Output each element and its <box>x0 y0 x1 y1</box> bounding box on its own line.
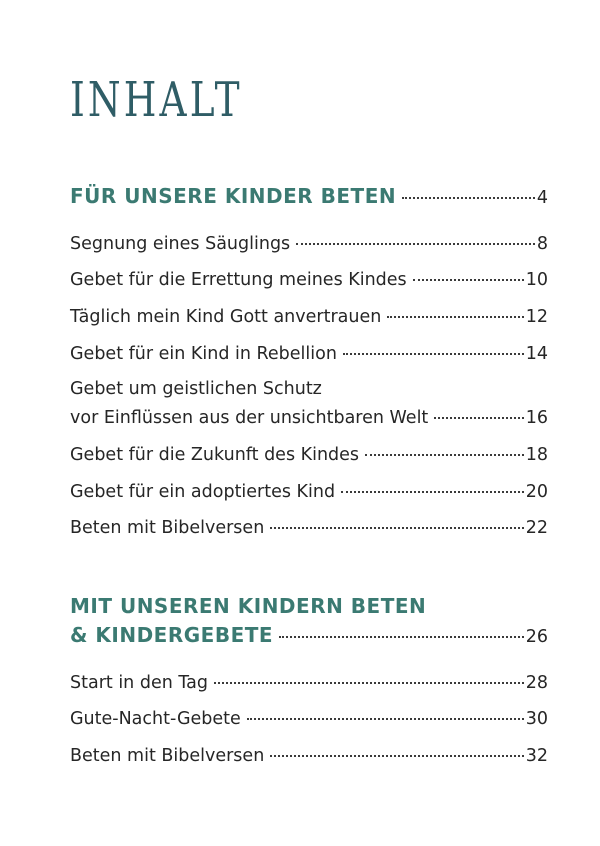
entry-title: vor Einflüssen aus der unsichtbaren Welt <box>70 408 429 428</box>
dot-leader <box>213 682 524 684</box>
dot-leader <box>342 353 524 355</box>
toc-entry[interactable]: Start in den Tag 28 <box>70 671 548 695</box>
page-number: 28 <box>525 673 548 693</box>
toc-section-heading[interactable]: FÜR UNSERE KINDER BETEN 4 <box>70 184 548 210</box>
page-number: 8 <box>536 234 548 254</box>
page-number: 20 <box>525 482 548 502</box>
entry-title: Gebet für die Errettung meines Kindes <box>70 270 407 290</box>
toc-entry[interactable]: Segnung eines Säuglings 8 <box>70 232 548 256</box>
entry-title: Gute-Nacht-Gebete <box>70 709 241 729</box>
toc-entry[interactable]: Gebet für ein adoptiertes Kind 20 <box>70 480 548 504</box>
toc-entry[interactable]: Gebet für die Zukunft des Kindes 18 <box>70 443 548 467</box>
section-title: FÜR UNSERE KINDER BETEN <box>70 184 397 208</box>
page-number: 14 <box>525 344 548 364</box>
section-title-line1[interactable]: MIT UNSEREN KINDERN BETEN <box>70 594 427 618</box>
page-title: INHALT <box>70 72 243 128</box>
entry-title: Beten mit Bibelversen <box>70 518 265 538</box>
dot-leader <box>341 491 524 493</box>
dot-leader <box>387 316 524 318</box>
entry-title: Beten mit Bibelversen <box>70 746 265 766</box>
toc-entry[interactable]: Beten mit Bibelversen 32 <box>70 744 548 768</box>
dot-leader <box>365 454 524 456</box>
entry-title: Gebet für ein adoptiertes Kind <box>70 482 336 502</box>
page-number: 18 <box>525 445 548 465</box>
entry-title: Gebet für ein Kind in Rebellion <box>70 344 337 364</box>
toc-section-heading[interactable]: & KINDERGEBETE 26 <box>70 623 548 649</box>
page-number: 32 <box>525 746 548 766</box>
page-number: 4 <box>536 188 548 208</box>
dot-leader <box>402 197 535 199</box>
page-number: 12 <box>525 307 548 327</box>
page-number: 30 <box>525 709 548 729</box>
toc-entry[interactable]: vor Einflüssen aus der unsichtbaren Welt… <box>70 406 548 430</box>
toc-entry[interactable]: Täglich mein Kind Gott anvertrauen 12 <box>70 305 548 329</box>
dot-leader <box>412 279 524 281</box>
dot-leader <box>246 718 524 720</box>
dot-leader <box>279 636 524 638</box>
section-title: & KINDERGEBETE <box>70 623 274 647</box>
page-number: 26 <box>525 627 548 647</box>
dot-leader <box>270 755 524 757</box>
toc-entry[interactable]: Gute-Nacht-Gebete 30 <box>70 707 548 731</box>
page-number: 22 <box>525 518 548 538</box>
entry-title: Segnung eines Säuglings <box>70 234 291 254</box>
page-number: 16 <box>525 408 548 428</box>
dot-leader <box>434 417 524 419</box>
entry-title-line1[interactable]: Gebet um geistlichen Schutz <box>70 379 322 399</box>
page-number: 10 <box>525 270 548 290</box>
toc-entry[interactable]: Gebet für die Errettung meines Kindes 10 <box>70 268 548 292</box>
entry-title: Start in den Tag <box>70 673 208 693</box>
entry-title: Gebet für die Zukunft des Kindes <box>70 445 360 465</box>
entry-title: Täglich mein Kind Gott anvertrauen <box>70 307 382 327</box>
dot-leader <box>296 243 535 245</box>
dot-leader <box>270 527 524 529</box>
toc-entry[interactable]: Beten mit Bibelversen 22 <box>70 516 548 540</box>
toc-entry[interactable]: Gebet für ein Kind in Rebellion 14 <box>70 342 548 366</box>
